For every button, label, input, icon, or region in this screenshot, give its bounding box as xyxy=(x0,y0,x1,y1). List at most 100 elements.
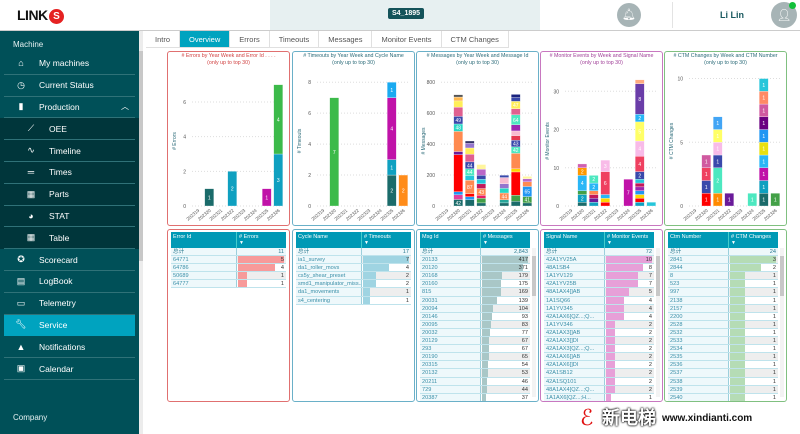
bar-segment[interactable] xyxy=(713,116,723,130)
table-row[interactable]: 20031 139 xyxy=(420,296,530,305)
table-row[interactable]: 815 169 xyxy=(420,288,530,297)
table-row[interactable]: 42A1AX3[QZ...;Q... 2 xyxy=(544,345,654,354)
table-row[interactable]: 2844 2 xyxy=(668,264,778,273)
sidebar-item-timeline[interactable]: ∿ Timeline xyxy=(4,140,135,162)
table-row[interactable]: 2841 3 xyxy=(668,256,778,265)
bar-segment[interactable] xyxy=(577,163,588,168)
table-row[interactable]: 42A1AX6[]AB 2 xyxy=(544,353,654,362)
bar-segment[interactable] xyxy=(511,135,521,141)
bar-segment[interactable] xyxy=(453,151,464,155)
column-header[interactable]: Cycle Name xyxy=(298,234,328,240)
table-row[interactable]: 20129 67 xyxy=(420,337,530,346)
bar-segment[interactable] xyxy=(577,190,588,195)
bar-segment[interactable] xyxy=(453,94,464,98)
bar-segment[interactable] xyxy=(476,179,487,185)
bar-segment[interactable] xyxy=(511,153,521,170)
bar-segment[interactable] xyxy=(589,202,599,207)
bar-segment[interactable] xyxy=(476,183,487,189)
sidebar-item-scorecard[interactable]: ✪ Scorecard xyxy=(4,249,135,271)
table-row[interactable]: 1A1SQ66 4 xyxy=(544,296,654,305)
table-row[interactable]: da1_movements 1 xyxy=(296,288,411,297)
bar-segment[interactable] xyxy=(522,178,533,183)
bar-segment[interactable] xyxy=(476,175,487,180)
table-row[interactable]: 50689 1 xyxy=(171,272,286,281)
sidebar-item-oee[interactable]: ⟋ OEE xyxy=(4,118,135,141)
table-row[interactable]: 2535 1 xyxy=(668,353,778,362)
table-row[interactable]: 2539 1 xyxy=(668,385,778,394)
table-row[interactable]: ia1_survey 7 xyxy=(296,256,411,265)
bar-segment[interactable] xyxy=(204,188,215,207)
bar-segment[interactable] xyxy=(511,171,521,196)
table-row[interactable]: 2532 1 xyxy=(668,328,778,338)
column-header[interactable]: Ctm Number xyxy=(670,234,702,240)
table-row[interactable]: 20120 371 xyxy=(420,264,530,273)
table-row[interactable]: 64777 1 xyxy=(171,280,286,289)
bar-segment[interactable] xyxy=(499,188,510,194)
column-header-sorted[interactable]: # Errors ▼ xyxy=(236,232,286,248)
sidebar-item-logbook[interactable]: ▤ LogBook xyxy=(4,271,135,293)
bar-segment[interactable] xyxy=(511,130,521,136)
column-header[interactable]: Msg Id xyxy=(422,234,439,240)
bar-segment[interactable] xyxy=(646,202,657,207)
table-row[interactable]: 20032 77 xyxy=(420,328,530,338)
table-row[interactable]: 20132 53 xyxy=(420,369,530,378)
bar-segment[interactable] xyxy=(589,198,599,203)
bar-segment[interactable] xyxy=(589,175,599,184)
bar-segment[interactable] xyxy=(476,169,487,176)
bar-segment[interactable] xyxy=(635,194,645,199)
bar-segment[interactable] xyxy=(511,168,521,173)
sidebar-item-stat[interactable]: ◕ STAT xyxy=(4,206,135,228)
table-row[interactable]: 48A1AX4[QZ...;Q... 2 xyxy=(544,385,654,394)
bar-segment[interactable] xyxy=(577,202,588,207)
bar-segment[interactable] xyxy=(499,175,510,178)
bar-segment[interactable] xyxy=(511,94,521,98)
table-row[interactable]: 20211 46 xyxy=(420,377,530,386)
bar-segment[interactable] xyxy=(453,96,464,102)
table-row[interactable]: 1A1YV129 7 xyxy=(544,272,654,281)
bar-segment[interactable] xyxy=(589,194,599,199)
column-header[interactable]: Error Id xyxy=(173,234,192,240)
bar-segment[interactable] xyxy=(453,106,464,117)
sidebar-item-parts[interactable]: ▦ Parts xyxy=(4,184,135,206)
bar-segment[interactable] xyxy=(499,177,510,184)
bar-segment[interactable] xyxy=(635,79,645,84)
table-row[interactable]: 2534 1 xyxy=(668,345,778,354)
table-row[interactable]: 42A1AX3[]AB 2 xyxy=(544,328,654,338)
sidebar-item-service[interactable]: 🔧︎ Service xyxy=(4,314,135,337)
table-row[interactable]: 20094 104 xyxy=(420,304,530,313)
column-header-sorted[interactable]: # Timeouts ▼ xyxy=(361,232,411,248)
sidebar-item-my-machines[interactable]: ⌂ My machines xyxy=(4,53,135,75)
bar-segment[interactable] xyxy=(465,154,475,163)
table-row[interactable]: 2536 1 xyxy=(668,361,778,370)
bar-segment[interactable] xyxy=(600,194,611,199)
table-row[interactable]: 64786 4 xyxy=(171,264,286,273)
bar-segment[interactable] xyxy=(499,202,510,207)
table-row[interactable]: 42A1AX3[]DI 2 xyxy=(544,337,654,346)
table-row[interactable]: 997 1 xyxy=(668,288,778,297)
sidebar-item-telemetry[interactable]: ▭ Telemetry xyxy=(4,293,135,315)
table-row[interactable]: 42A1YV25A 10 xyxy=(544,256,654,265)
table-row[interactable]: 20387 37 xyxy=(420,393,530,401)
tab-overview[interactable]: Overview xyxy=(180,31,231,48)
bar-segment[interactable] xyxy=(635,186,645,191)
bar-segment[interactable] xyxy=(273,84,284,155)
bar-segment[interactable] xyxy=(635,182,645,188)
bar-segment[interactable] xyxy=(511,124,521,132)
bar-segment[interactable] xyxy=(522,176,533,179)
sidebar-item-production[interactable]: ▮ Production ︿ xyxy=(4,97,135,119)
bar-segment[interactable] xyxy=(600,202,611,207)
sidebar-item-times[interactable]: ═ Times xyxy=(4,162,135,184)
sidebar-item-table[interactable]: ▦ Table xyxy=(4,227,135,250)
table-row[interactable]: 20095 83 xyxy=(420,320,530,329)
bar-segment[interactable] xyxy=(747,193,758,207)
table-row[interactable]: cs5y_shear_preset 2 xyxy=(296,272,411,281)
table-row[interactable]: 729 44 xyxy=(420,385,530,394)
bar-segment[interactable] xyxy=(701,154,712,168)
table-row[interactable]: 523 1 xyxy=(668,280,778,289)
tab-ctm-changes[interactable]: CTM Changes xyxy=(441,31,509,48)
sidebar-item-calendar[interactable]: ▣ Calendar xyxy=(4,358,135,380)
bar-segment[interactable] xyxy=(770,193,781,207)
bar-segment[interactable] xyxy=(453,194,464,200)
bar-segment[interactable] xyxy=(465,147,475,155)
chevron-up-icon[interactable]: ︿ xyxy=(121,102,129,112)
